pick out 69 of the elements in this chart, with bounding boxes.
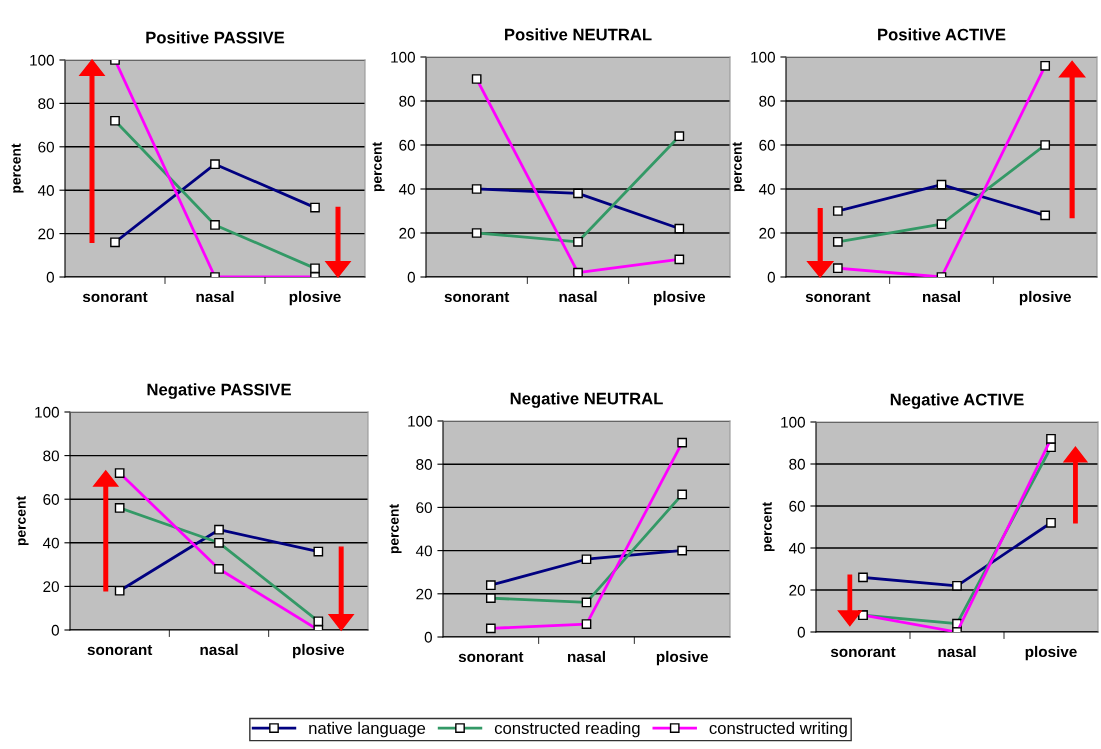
x-tick-label: nasal — [567, 650, 605, 663]
y-tick-label: 20 — [759, 227, 775, 239]
legend-label: constructed writing — [709, 721, 847, 738]
y-tick-label: 100 — [751, 51, 775, 63]
y-tick-label: 60 — [416, 502, 432, 514]
chart-title: Positive NEUTRAL — [505, 28, 652, 41]
x-tick-label: nasal — [938, 645, 976, 658]
y-tick-label: 20 — [399, 227, 415, 239]
y-tick-label: 80 — [759, 95, 775, 107]
y-tick-label: 60 — [43, 494, 59, 505]
x-tick-label: plosive — [289, 290, 341, 306]
x-tick-label: sonorant — [444, 291, 510, 303]
y-tick-label: 40 — [398, 183, 415, 195]
x-tick-label: plosive — [656, 650, 708, 666]
y-tick-label: 20 — [38, 228, 54, 240]
y-axis-title: percent — [11, 143, 24, 193]
x-tick-label: nasal — [196, 290, 234, 303]
x-tick-label: nasal — [922, 290, 960, 303]
y-axis-title: percent — [762, 502, 775, 552]
y-tick-label: 80 — [43, 450, 59, 462]
y-tick-label: 80 — [38, 98, 54, 110]
y-tick-label: 40 — [37, 185, 54, 196]
x-tick-label: sonorant — [82, 291, 148, 303]
x-tick-label: plosive — [1025, 645, 1077, 661]
y-tick-label: 20 — [43, 581, 59, 593]
legend-label: constructed reading — [494, 721, 640, 738]
chart-title: Positive PASSIVE — [146, 31, 285, 44]
y-tick-label: 0 — [767, 271, 775, 283]
x-tick-label: sonorant — [458, 651, 524, 663]
y-tick-label: 100 — [408, 415, 432, 427]
y-tick-label: 60 — [38, 141, 54, 153]
x-tick-label: sonorant — [830, 646, 896, 658]
y-tick-label: 60 — [789, 500, 805, 512]
y-tick-label: 80 — [416, 459, 432, 470]
y-tick-label: 60 — [759, 139, 775, 151]
y-tick-label: 40 — [788, 542, 805, 554]
y-tick-label: 40 — [758, 183, 775, 195]
y-tick-label: 20 — [416, 588, 432, 600]
chart-title: Negative PASSIVE — [147, 383, 291, 399]
y-tick-label: 20 — [789, 584, 805, 596]
x-tick-label: plosive — [293, 643, 345, 659]
y-tick-label: 100 — [30, 54, 54, 66]
y-tick-label: 0 — [424, 631, 432, 643]
y-tick-label: 100 — [35, 406, 59, 418]
y-tick-label: 60 — [399, 139, 415, 151]
y-axis-title: percent — [372, 142, 385, 192]
y-tick-label: 0 — [407, 271, 415, 283]
x-tick-label: nasal — [559, 290, 597, 303]
y-tick-label: 0 — [51, 624, 59, 636]
y-tick-label: 0 — [797, 626, 805, 638]
y-axis-title: percent — [732, 142, 745, 192]
y-tick-label: 80 — [789, 458, 805, 470]
y-tick-label: 100 — [391, 51, 415, 63]
y-tick-label: 40 — [415, 545, 432, 557]
x-tick-label: plosive — [1019, 290, 1071, 306]
y-tick-label: 0 — [46, 271, 54, 283]
y-tick-label: 100 — [781, 416, 805, 428]
y-tick-label: 40 — [42, 537, 59, 549]
chart-title: Negative NEUTRAL — [510, 392, 663, 408]
y-tick-label: 80 — [399, 95, 415, 107]
x-tick-label: nasal — [200, 643, 238, 656]
y-axis-title: percent — [389, 504, 402, 554]
chart-title: Positive ACTIVE — [878, 28, 1006, 41]
x-tick-label: sonorant — [805, 291, 871, 303]
y-axis-title: percent — [16, 496, 29, 546]
legend-label: native language — [309, 721, 426, 738]
x-tick-label: sonorant — [87, 644, 153, 656]
x-tick-label: plosive — [654, 290, 706, 306]
chart-title: Negative ACTIVE — [890, 393, 1024, 409]
